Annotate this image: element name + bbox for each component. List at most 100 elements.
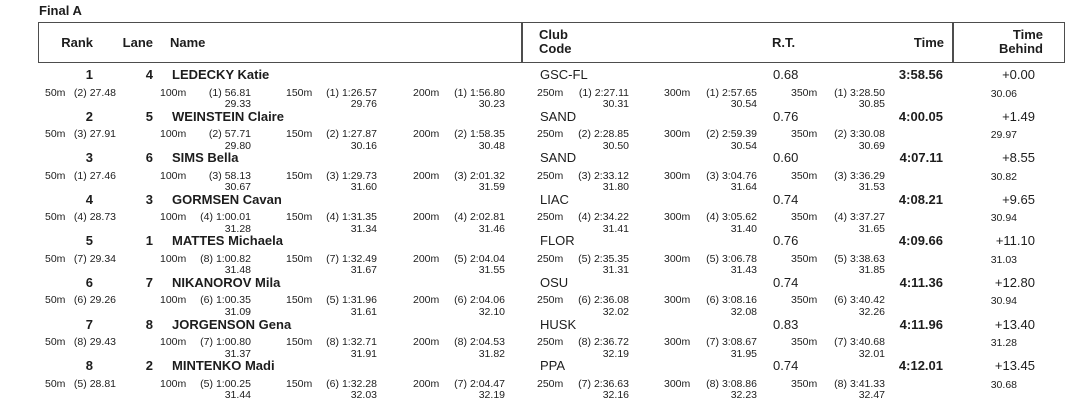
split-distance-label: 350m [791,211,818,224]
split-time: 3:05.62 [721,211,757,224]
split-cell: 300m (5) 3:06.78 31.43 [664,254,757,276]
result-row: 8 2 MINTENKO Madi PPA 0.74 4:12.01 +13.4… [0,359,1088,401]
reaction-time-cell: 0.76 [773,108,799,124]
split-cell: 200m (8) 2:04.53 31.82 [413,337,505,359]
split-delta: 31.40 [730,222,757,235]
split-delta: 32.16 [602,389,629,402]
club-code-cell: SAND [540,150,577,166]
split-distance-label: 50m [45,377,66,390]
split-distance-label: 300m [664,252,691,265]
split-rank: (2) [208,128,222,141]
split-time: 2:01.32 [469,169,505,182]
reaction-time-cell: 0.74 [773,274,799,290]
split-delta: 32.19 [478,389,505,402]
split-distance-label: 200m [413,336,440,349]
swimmer-name: WEINSTEIN Claire [172,108,284,124]
split-distance-label: 150m [286,294,313,307]
split-time: 2:36.63 [593,377,629,390]
split-rank: (6) [578,294,591,307]
split-delta: 30.48 [478,139,505,152]
split-distance-label: 300m [664,86,691,99]
split-cell: 300m (1) 2:57.65 30.54 [664,86,757,110]
split-cell: 350m (6) 3:40.42 32.26 [791,295,885,317]
split-distance-label: 50m [45,211,66,224]
final-50-delta: 29.97 [990,129,1017,142]
split-time: 1:00.35 [215,294,251,307]
split-time: 1:00.01 [215,211,251,224]
split-time: 1:27.87 [341,128,377,141]
time-behind-cell: +9.65 [1002,191,1035,207]
result-row: 3 6 SIMS Bella SAND 0.60 4:07.11 +8.55 3… [0,151,1088,193]
swimmer-name: NIKANOROV Mila [172,274,281,290]
split-time: 2:04.04 [469,252,505,265]
split-time: 57.71 [224,128,251,141]
split-distance-label: 50m [45,128,66,141]
split-delta [45,390,116,400]
split-rank: (5) [454,252,467,265]
split-delta: 29.80 [224,139,251,152]
split-distance-label: 150m [286,377,313,390]
split-time: 27.48 [89,86,116,99]
split-time: 1:31.35 [341,211,377,224]
split-cell: 350m (4) 3:37.27 31.65 [791,212,885,234]
split-delta: 31.37 [224,347,251,360]
split-rank: (4) [454,211,467,224]
split-distance-label: 350m [791,336,818,349]
split-time: 29.43 [89,336,116,349]
split-rank: (1) [208,86,222,99]
split-time: 3:28.50 [849,86,885,99]
final-50-delta: 30.94 [990,295,1017,308]
header-rt-label: R.T. [772,35,796,50]
split-rank: (6) [454,294,467,307]
lane-cell: 5 [145,108,153,124]
split-delta: 31.55 [478,264,505,277]
swimmer-name: JORGENSON Gena [172,316,292,332]
split-time: 1:32.49 [341,252,377,265]
split-rank: (1) [706,86,719,99]
reaction-time-cell: 0.83 [773,316,799,332]
split-cell: 200m (4) 2:02.81 31.46 [413,212,505,234]
split-cell: 200m (7) 2:04.47 32.19 [413,379,505,401]
split-time: 1:32.28 [341,377,377,390]
split-cell: 200m (6) 2:04.06 32.10 [413,295,505,317]
split-delta: 31.80 [602,181,629,194]
split-rank: (8) [73,336,87,349]
split-delta: 31.48 [224,264,251,277]
club-code-cell: PPA [540,358,566,374]
split-cell: 300m (7) 3:08.67 31.95 [664,337,757,359]
split-delta: 31.64 [730,181,757,194]
split-distance-label: 300m [664,294,691,307]
split-delta: 30.31 [602,98,629,110]
result-row: 7 8 JORGENSON Gena HUSK 0.83 4:11.96 +13… [0,316,1088,360]
split-delta: 32.10 [478,305,505,318]
lane-cell: 4 [145,67,153,82]
split-distance-label: 300m [664,377,691,390]
split-time: 1:00.82 [215,252,251,265]
split-cell: 300m (8) 3:08.86 32.23 [664,379,757,401]
split-time: 2:34.22 [593,211,629,224]
split-rank: (6) [73,294,87,307]
split-cell: 300m (4) 3:05.62 31.40 [664,212,757,234]
split-cell: 150m (7) 1:32.49 31.67 [286,254,377,276]
split-distance-label: 150m [286,336,313,349]
split-rank: (3) [706,169,719,182]
split-cell: 250m (6) 2:36.08 32.02 [537,295,629,317]
split-time: 2:57.65 [721,86,757,99]
split-cell: 150m (4) 1:31.35 31.34 [286,212,377,234]
split-distance-label: 100m [160,169,187,182]
split-distance-label: 250m [537,336,564,349]
split-time: 3:37.27 [849,211,885,224]
time-behind-cell: +0.00 [1002,67,1035,82]
split-cell: 100m (7) 1:00.80 31.37 [160,337,251,359]
final-time-cell: 4:11.36 [899,274,943,290]
rank-cell: 5 [85,233,93,249]
split-rank: (5) [834,252,847,265]
split-cell: 150m (6) 1:32.28 32.03 [286,379,377,401]
split-distance-label: 250m [537,252,564,265]
split-cell: 200m (5) 2:04.04 31.55 [413,254,505,276]
club-code-cell: FLOR [540,233,575,249]
lane-cell: 7 [145,274,153,290]
split-time: 29.34 [89,252,116,265]
split-distance-label: 100m [160,336,187,349]
rank-cell: 1 [85,67,93,82]
